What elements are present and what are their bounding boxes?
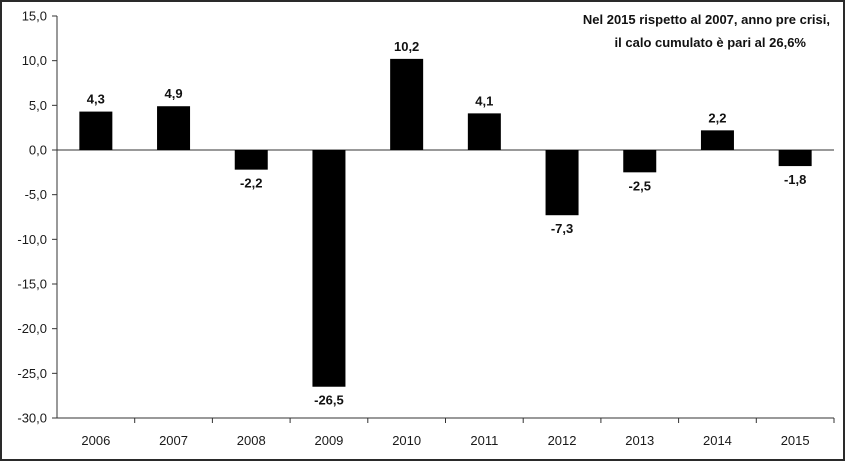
- bar-2007: [157, 106, 191, 150]
- axes: 15,0 10,0 5,0 0,0 -5,0 -10,0 -15,0 -20,0 -25,0 -3…: [17, 9, 835, 448]
- y-tick-label: -20,0: [17, 321, 47, 336]
- data-labels: 4,3 4,9 -2,2 -26,5 10,2 4,1 -7,3 -2,5 2,2 -1,8: [87, 39, 807, 408]
- data-label-2006: 4,3: [87, 92, 105, 107]
- data-label-2011: 4,1: [475, 93, 493, 108]
- annotation: Nel 2015 rispetto al 2007, anno pre cris…: [583, 12, 830, 50]
- data-label-2013: -2,5: [629, 178, 651, 193]
- y-tick-label: 10,0: [22, 53, 47, 68]
- y-tick-label: 15,0: [22, 9, 47, 24]
- y-tick-label: -5,0: [25, 187, 47, 202]
- y-tick-label: 0,0: [29, 143, 47, 158]
- x-tick-label-2013: 2013: [625, 433, 654, 448]
- x-tick-label-2015: 2015: [781, 433, 810, 448]
- x-tick-label-2008: 2008: [237, 433, 266, 448]
- bar-2010: [390, 58, 424, 150]
- y-tick-label: -25,0: [17, 366, 47, 381]
- bars: [79, 58, 812, 387]
- data-label-2012: -7,3: [551, 221, 573, 236]
- x-tick-label-2010: 2010: [392, 433, 421, 448]
- bar-2008: [234, 150, 268, 170]
- y-tick-label: 5,0: [29, 98, 47, 113]
- bar-2012: [545, 150, 579, 216]
- annotation-line-1: Nel 2015 rispetto al 2007, anno pre cris…: [583, 12, 830, 27]
- x-tick-label-2007: 2007: [159, 433, 188, 448]
- data-label-2008: -2,2: [240, 176, 262, 191]
- bar-2011: [467, 113, 501, 150]
- y-tick-label: -15,0: [17, 277, 47, 292]
- bar-2015: [778, 150, 812, 167]
- x-tick-label-2009: 2009: [314, 433, 343, 448]
- bar-2009: [312, 150, 346, 387]
- x-tick-label-2006: 2006: [81, 433, 110, 448]
- x-tick-label-2014: 2014: [703, 433, 732, 448]
- y-tick-label: -30,0: [17, 411, 47, 426]
- bar-2014: [700, 130, 734, 150]
- y-tick-label: -10,0: [17, 232, 47, 247]
- x-tick-label-2012: 2012: [548, 433, 577, 448]
- data-label-2010: 10,2: [394, 39, 419, 54]
- annotation-line-2: il calo cumulato è pari al 26,6%: [615, 35, 807, 50]
- data-label-2009: -26,5: [314, 393, 344, 408]
- data-label-2014: 2,2: [708, 110, 726, 125]
- bar-2013: [623, 150, 657, 173]
- x-tick-label-2011: 2011: [470, 433, 498, 448]
- bar-2006: [79, 111, 113, 150]
- data-label-2015: -1,8: [784, 172, 806, 187]
- data-label-2007: 4,9: [165, 86, 183, 101]
